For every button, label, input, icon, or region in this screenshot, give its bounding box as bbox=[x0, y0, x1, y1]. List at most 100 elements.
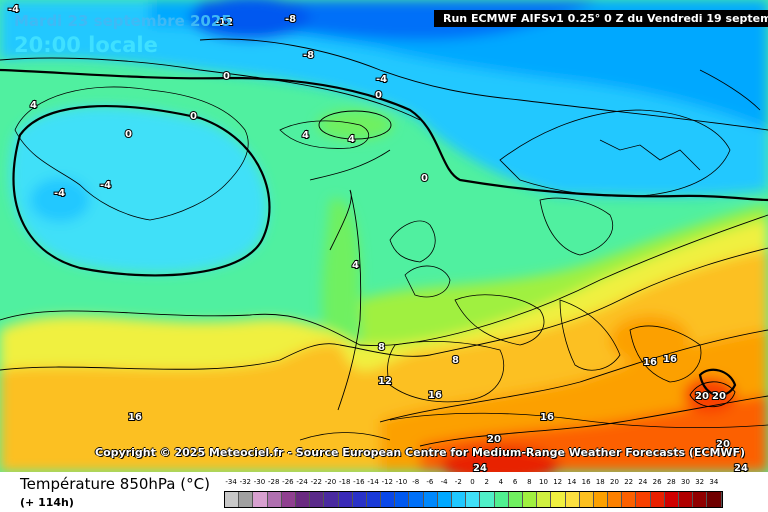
color-scale-label: -18 bbox=[338, 478, 351, 486]
color-scale-swatch bbox=[622, 492, 637, 507]
cold-core-north bbox=[190, 0, 310, 40]
contour-label: -4 bbox=[54, 188, 65, 199]
color-scale-swatch bbox=[693, 492, 708, 507]
contour-label: 16 bbox=[128, 412, 142, 423]
color-scale-swatch bbox=[636, 492, 651, 507]
temperature-map: -12 -8 -8 -4 0 4 0 0 -4 -4 0 4 4 0 4 8 8… bbox=[0, 0, 768, 472]
color-scale-swatch bbox=[409, 492, 424, 507]
color-scale-swatch bbox=[593, 492, 609, 507]
color-scale-swatch bbox=[267, 492, 282, 507]
contour-label: 16 bbox=[540, 412, 554, 423]
color-scale-label: -2 bbox=[454, 478, 462, 486]
color-scale-label: -12 bbox=[381, 478, 394, 486]
run-info-banner: Run ECMWF AIFSv1 0.25° 0 Z du Vendredi 1… bbox=[434, 10, 768, 27]
color-scale-label: 28 bbox=[666, 478, 676, 486]
band-greenland-low bbox=[10, 106, 268, 273]
color-scale-label: -14 bbox=[367, 478, 379, 486]
color-scale-label: 32 bbox=[695, 478, 705, 486]
color-scale-swatch bbox=[608, 492, 623, 507]
color-scale-label: 10 bbox=[539, 478, 548, 486]
color-scale-label: -26 bbox=[282, 478, 294, 486]
band-colder-north bbox=[150, 0, 768, 130]
color-scale-label: -32 bbox=[239, 478, 252, 486]
color-scale-label: 14 bbox=[567, 478, 577, 486]
color-scale-label: 6 bbox=[512, 478, 518, 486]
east-warm-16 bbox=[610, 315, 690, 365]
coastlines bbox=[14, 69, 768, 441]
color-scale-swatch bbox=[480, 492, 495, 507]
contour-label: 16 bbox=[663, 354, 677, 365]
color-scale-legend: -34 -32 -30 -28 -26 -24 -2 2 -20 -18 -16 -14 -12 -10 -… bbox=[224, 478, 744, 508]
color-scale-swatch bbox=[381, 492, 396, 507]
color-scale-label: 20 bbox=[610, 478, 619, 486]
contour-label: 12 bbox=[378, 376, 392, 387]
contour-label: -12 bbox=[215, 17, 233, 28]
color-scale-label: 26 bbox=[652, 478, 662, 486]
color-scale-swatch bbox=[494, 492, 509, 507]
contour-label: 20 bbox=[716, 439, 730, 450]
contour-label: -4 bbox=[100, 180, 111, 191]
color-scale-swatch bbox=[281, 492, 296, 507]
forecast-hour: (+ 114h) bbox=[20, 496, 74, 509]
contour-label: -4 bbox=[8, 4, 19, 15]
color-scale-label: -28 bbox=[267, 478, 280, 486]
contour-label: 0 bbox=[375, 90, 382, 101]
color-scale-label: 24 bbox=[638, 478, 648, 486]
color-scale-swatch bbox=[437, 492, 452, 507]
contour-label: 0 bbox=[421, 173, 428, 184]
color-scale-swatch bbox=[522, 492, 538, 507]
iceland-warm-patch bbox=[317, 110, 393, 140]
color-scale-label: 2 bbox=[484, 478, 489, 486]
contour-label: 4 bbox=[352, 260, 359, 271]
map-footer: Température 850hPa (°C) (+ 114h) -34 -32-… bbox=[0, 472, 768, 512]
contour-label: 24 bbox=[734, 463, 748, 472]
contour-label: 4 bbox=[302, 130, 309, 141]
contour-label: 20 bbox=[487, 434, 501, 445]
contour-label: -8 bbox=[303, 50, 314, 61]
contour-label: 4 bbox=[30, 100, 37, 111]
color-scale-label: 4 bbox=[498, 478, 504, 486]
color-scale-label: -34 bbox=[225, 478, 237, 486]
contour-label: 24 bbox=[473, 463, 487, 472]
color-scale-swatch bbox=[707, 492, 722, 507]
color-scale-label: 18 bbox=[595, 478, 605, 486]
contour-label: -4 bbox=[376, 74, 387, 85]
color-scale-label: -10 bbox=[395, 478, 408, 486]
isotherm-zero bbox=[0, 68, 768, 397]
color-scale-bar bbox=[224, 491, 723, 508]
color-scale-swatch bbox=[679, 492, 694, 507]
color-scale-label: 30 bbox=[681, 478, 690, 486]
isotherms-thin bbox=[0, 38, 768, 447]
color-scale-swatch bbox=[551, 492, 566, 507]
color-scale-label: 22 bbox=[624, 478, 634, 486]
color-scale-swatch bbox=[650, 492, 665, 507]
contour-label: 16 bbox=[428, 390, 442, 401]
color-scale-swatch bbox=[565, 492, 580, 507]
color-scale-label: -20 bbox=[324, 478, 337, 486]
contour-labels: -12 -8 -8 -4 0 4 0 0 -4 -4 0 4 4 0 4 8 8… bbox=[7, 3, 749, 472]
color-scale-label: -16 bbox=[353, 478, 365, 486]
color-scale-swatch bbox=[295, 492, 311, 507]
color-scale-label: -4 bbox=[440, 478, 448, 486]
color-scale-swatch bbox=[664, 492, 679, 507]
contour-label: 20 bbox=[712, 391, 726, 402]
color-scale-swatch bbox=[352, 492, 367, 507]
color-scale-label: -24 bbox=[296, 478, 308, 486]
color-scale-swatch bbox=[239, 492, 254, 507]
color-scale-swatch bbox=[225, 492, 240, 507]
contour-label: 0 bbox=[190, 111, 197, 122]
contour-label: 4 bbox=[348, 134, 355, 145]
color-scale-swatch bbox=[338, 492, 353, 507]
color-scale-swatch bbox=[508, 492, 523, 507]
color-scale-swatch bbox=[395, 492, 410, 507]
contour-label: 8 bbox=[378, 342, 385, 353]
contour-label: -8 bbox=[285, 14, 296, 25]
copyright-notice: Copyright © 2025 Meteociel.fr - Source E… bbox=[95, 446, 746, 459]
contour-label: 8 bbox=[452, 355, 459, 366]
color-scale-label: 0 bbox=[470, 478, 475, 486]
color-scale-swatch bbox=[537, 492, 552, 507]
valid-date: Mardi 23 septembre 2025 bbox=[14, 12, 232, 30]
color-scale-swatch bbox=[324, 492, 339, 507]
color-scale-label: -30 bbox=[253, 478, 266, 486]
